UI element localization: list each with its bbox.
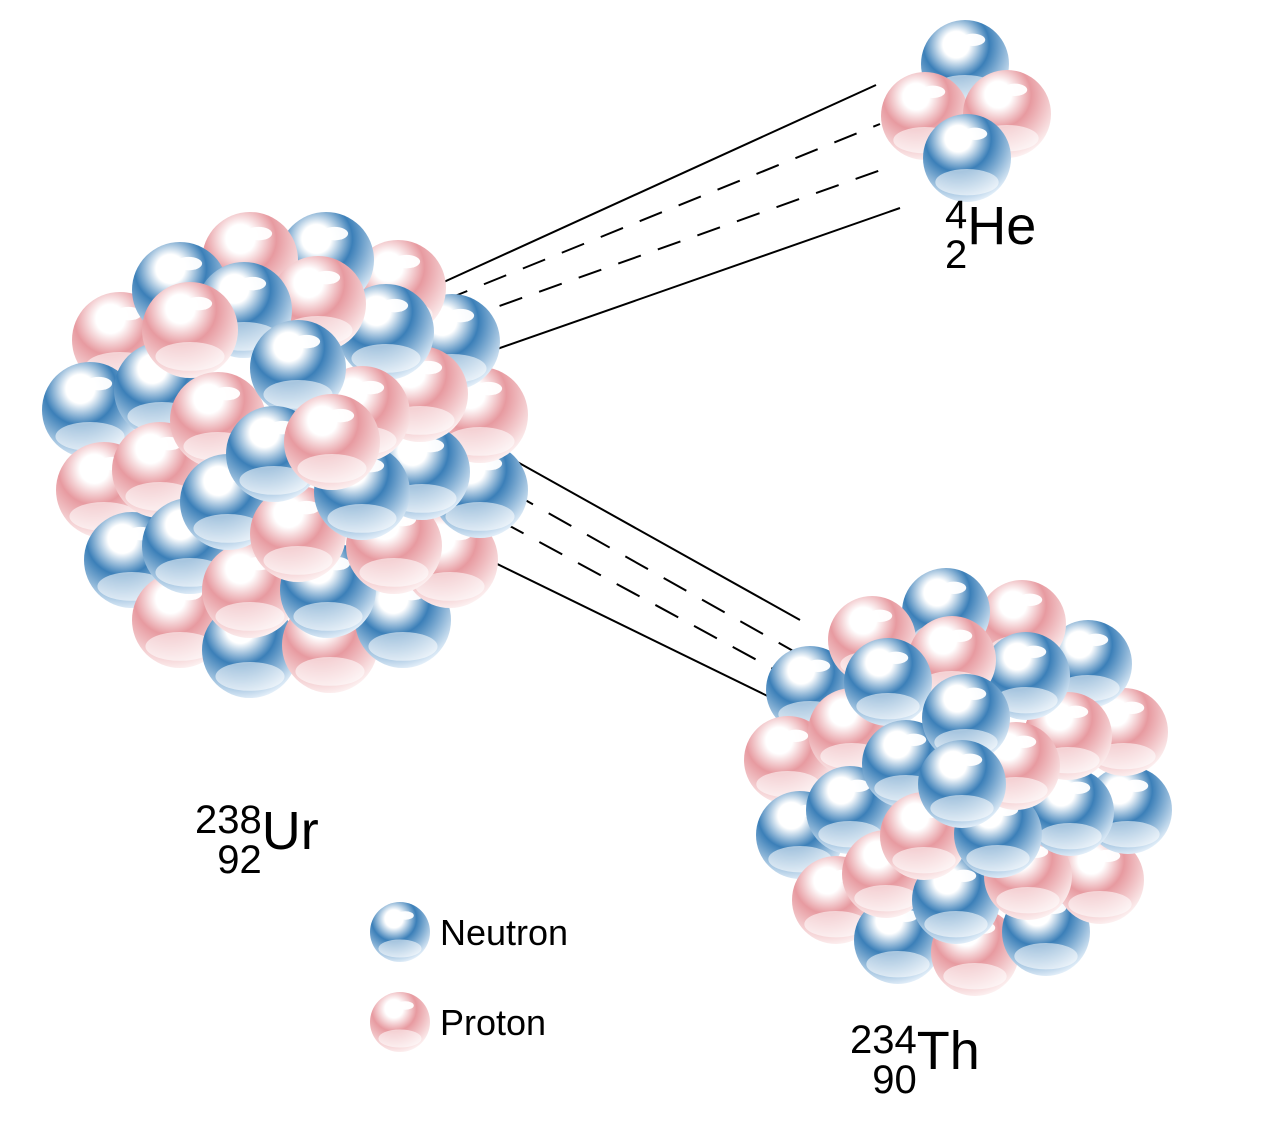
emission-line — [462, 500, 790, 678]
legend-proton-label: Proton — [440, 1002, 546, 1044]
sphere-highlight — [293, 335, 320, 348]
sphere-highlight — [948, 630, 973, 642]
sphere-highlight — [397, 1001, 414, 1009]
thorium-nucleus — [744, 568, 1172, 996]
sphere-highlight — [1064, 706, 1089, 718]
sphere-highlight — [1003, 84, 1028, 96]
legend-spheres — [370, 902, 430, 1052]
emission-line — [478, 440, 800, 620]
uranium-label: 238 92 Ur — [195, 800, 319, 880]
sphere-highlight — [1084, 634, 1109, 646]
sphere-highlight — [85, 377, 112, 390]
sphere-highlight — [245, 227, 272, 240]
uranium-mass: 238 — [195, 800, 262, 840]
sphere-lowlight — [966, 845, 1029, 871]
alpha-decay-diagram: 238 92 Ur 4 2 He 234 90 Th Neutron Proto… — [0, 0, 1280, 1122]
sphere-lowlight — [155, 342, 224, 371]
helium-nucleus — [881, 20, 1051, 202]
emission-line — [460, 166, 892, 320]
sphere-highlight — [952, 870, 977, 882]
thorium-mass: 234 — [850, 1020, 917, 1060]
legend-neutron-label: Neutron — [440, 912, 568, 954]
sphere-lowlight — [930, 795, 993, 821]
sphere-lowlight — [856, 693, 919, 719]
sphere-highlight — [1018, 594, 1043, 606]
sphere-highlight — [239, 277, 266, 290]
sphere-highlight — [921, 86, 946, 98]
sphere-highlight — [806, 660, 831, 672]
sphere-highlight — [1022, 646, 1047, 658]
diagram-svg — [0, 0, 1280, 1122]
thorium-atomic: 90 — [850, 1060, 917, 1100]
sphere-highlight — [475, 382, 502, 395]
legend-neutron: Neutron — [440, 912, 568, 954]
sphere-highlight — [321, 227, 348, 240]
helium-mass: 4 — [945, 195, 967, 235]
sphere-lowlight — [295, 657, 364, 686]
legend-proton: Proton — [440, 1002, 546, 1044]
sphere-highlight — [962, 688, 987, 700]
sphere-highlight — [213, 387, 240, 400]
sphere-highlight — [961, 34, 986, 46]
sphere-highlight — [175, 257, 202, 270]
sphere-highlight — [942, 582, 967, 594]
sphere-highlight — [313, 271, 340, 284]
sphere-lowlight — [327, 504, 396, 533]
uranium-atomic: 92 — [195, 840, 262, 880]
sphere-highlight — [397, 911, 414, 919]
sphere-highlight — [884, 652, 909, 664]
sphere-highlight — [1120, 702, 1145, 714]
sphere-lowlight — [935, 169, 998, 195]
sphere-highlight — [963, 128, 988, 140]
sphere-highlight — [393, 255, 420, 268]
sphere-highlight — [381, 299, 408, 312]
sphere-lowlight — [854, 885, 917, 911]
uranium-nucleus — [42, 212, 528, 698]
sphere-lowlight — [924, 911, 987, 937]
sphere-highlight — [1012, 736, 1037, 748]
sphere-lowlight — [996, 887, 1059, 913]
sphere-highlight — [447, 309, 474, 322]
sphere-lowlight — [263, 546, 332, 575]
sphere-lowlight — [293, 602, 362, 631]
thorium-label: 234 90 Th — [850, 1020, 980, 1100]
sphere-lowlight — [368, 632, 437, 661]
sphere-lowlight — [943, 963, 1006, 989]
helium-atomic: 2 — [945, 235, 967, 275]
sphere-lowlight — [445, 502, 514, 531]
thorium-symbol: Th — [917, 1021, 980, 1081]
sphere-highlight — [902, 734, 927, 746]
sphere-highlight — [1066, 782, 1091, 794]
sphere-highlight — [327, 409, 354, 422]
sphere-lowlight — [359, 558, 428, 587]
sphere-highlight — [868, 610, 893, 622]
sphere-highlight — [185, 297, 212, 310]
sphere-lowlight — [378, 1030, 421, 1048]
sphere-highlight — [1124, 780, 1149, 792]
emission-line — [480, 208, 900, 355]
sphere-lowlight — [892, 847, 955, 873]
sphere-lowlight — [215, 662, 284, 691]
sphere-lowlight — [215, 602, 284, 631]
sphere-highlight — [357, 381, 384, 394]
sphere-highlight — [784, 730, 809, 742]
sphere-lowlight — [1068, 891, 1131, 917]
emission-line — [435, 85, 876, 286]
sphere-lowlight — [1038, 823, 1101, 849]
sphere-lowlight — [1014, 943, 1077, 969]
uranium-symbol: Ur — [262, 801, 319, 861]
helium-label: 4 2 He — [945, 195, 1036, 275]
helium-symbol: He — [967, 196, 1036, 256]
sphere-lowlight — [866, 951, 929, 977]
sphere-lowlight — [378, 940, 421, 958]
sphere-lowlight — [297, 454, 366, 483]
emission-line — [445, 124, 880, 300]
sphere-highlight — [958, 754, 983, 766]
